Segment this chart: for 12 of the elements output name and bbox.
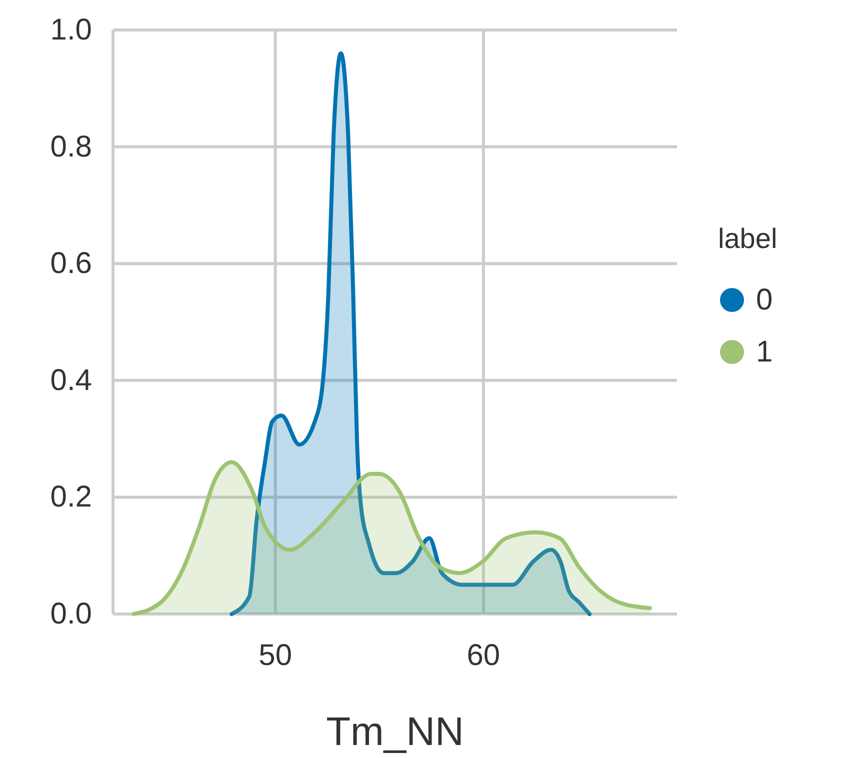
y-tick-label: 0.4	[50, 364, 92, 397]
x-tick-label: 50	[258, 639, 292, 672]
legend-label: 1	[756, 336, 773, 368]
y-tick-label: 0.8	[50, 130, 92, 164]
legend-label: 0	[756, 284, 773, 316]
x-axis-title: Tm_NN	[326, 710, 464, 754]
y-tick-label: 0.6	[50, 247, 92, 280]
legend-title: label	[718, 223, 778, 254]
y-tick-label: 0.2	[50, 480, 92, 514]
y-tick-label: 0.0	[50, 598, 92, 630]
y-tick-label: 1.0	[50, 14, 92, 46]
x-tick-label: 60	[466, 639, 500, 672]
